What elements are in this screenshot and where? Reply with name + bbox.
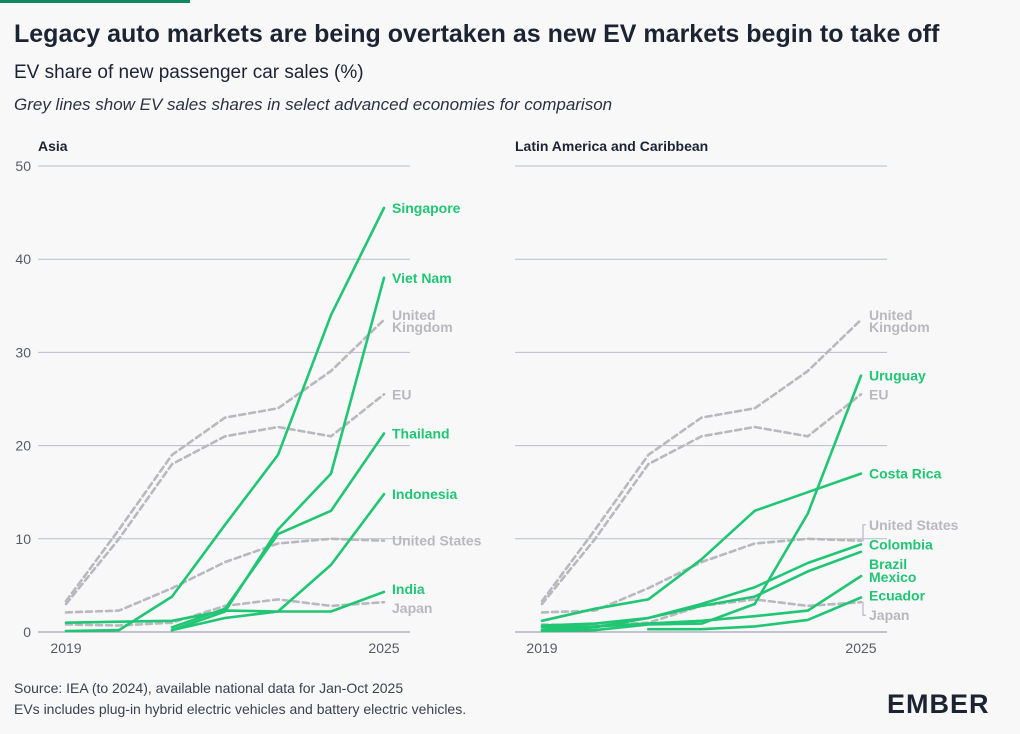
series-label: Indonesia bbox=[392, 486, 458, 502]
series-line-eu bbox=[64, 393, 386, 606]
series-label: India bbox=[392, 581, 425, 597]
series-line-indonesia bbox=[170, 492, 386, 632]
chart-subtitle: EV share of new passenger car sales (%) bbox=[14, 62, 364, 83]
label-bracket bbox=[860, 524, 866, 542]
series-line-eu bbox=[540, 393, 863, 606]
chart-title: Legacy auto markets are being overtaken … bbox=[14, 20, 940, 48]
panel-title: Asia bbox=[38, 138, 68, 154]
y-tick-label: 10 bbox=[15, 531, 31, 547]
series-label: Viet Nam bbox=[392, 270, 452, 286]
series-line-united-kingdom bbox=[64, 318, 386, 603]
panel-asia: Asia 0 10 20 30 40 50 2019 2025 Singapore Viet Nam… bbox=[15, 138, 481, 656]
series-label: EU bbox=[869, 386, 888, 402]
series-label: Brazil bbox=[869, 556, 907, 572]
series-line-united-kingdom bbox=[540, 318, 863, 603]
definition-note: EVs includes plug-in hybrid electric veh… bbox=[14, 701, 467, 717]
series-line-ecuador bbox=[647, 596, 863, 631]
y-tick-label: 40 bbox=[15, 251, 31, 267]
series-label: Uruguay bbox=[869, 368, 926, 384]
y-tick-label: 50 bbox=[15, 158, 31, 174]
series-line-india bbox=[64, 590, 386, 624]
series-line-costa-rica bbox=[540, 472, 863, 623]
series-label: Costa Rica bbox=[869, 466, 942, 482]
y-tick-label: 20 bbox=[15, 438, 31, 454]
series-label: United States bbox=[392, 533, 482, 549]
series-label: EU bbox=[392, 386, 411, 402]
x-tick-label: 2025 bbox=[368, 640, 399, 656]
series-label: United States bbox=[869, 517, 959, 533]
series-label: United bbox=[392, 307, 436, 323]
x-tick-label: 2019 bbox=[50, 640, 81, 656]
series-line-uruguay bbox=[540, 374, 863, 633]
ember-logo-text: EMBER bbox=[887, 689, 990, 718]
x-tick-label: 2019 bbox=[526, 640, 557, 656]
y-tick-label: 30 bbox=[15, 344, 31, 360]
series-label: Japan bbox=[869, 607, 909, 623]
panel-latin-america-and-caribbean: Latin America and Caribbean 2019 2025 Unite… bbox=[515, 138, 959, 656]
x-tick-label: 2025 bbox=[845, 640, 876, 656]
chart-note: Grey lines show EV sales shares in selec… bbox=[14, 95, 613, 114]
series-label: Colombia bbox=[869, 536, 933, 552]
series-line-colombia bbox=[540, 543, 863, 627]
accent-bar bbox=[0, 0, 190, 3]
series-label: Singapore bbox=[392, 200, 461, 216]
series-label: Kingdom bbox=[392, 319, 453, 335]
series-line-singapore bbox=[64, 206, 386, 633]
y-tick-label: 0 bbox=[23, 624, 31, 640]
label-bracket bbox=[860, 601, 866, 616]
series-label: United bbox=[869, 307, 913, 323]
series-label: Mexico bbox=[869, 569, 916, 585]
series-label: Ecuador bbox=[869, 588, 926, 604]
source-note: Source: IEA (to 2024), available nationa… bbox=[14, 680, 404, 696]
series-line-viet-nam bbox=[170, 276, 386, 632]
series-line-mexico bbox=[540, 574, 863, 629]
ember-logo: EMBER bbox=[887, 689, 990, 718]
series-label: Kingdom bbox=[869, 319, 930, 335]
series-label: Thailand bbox=[392, 425, 450, 441]
series-line-united-states bbox=[540, 537, 863, 614]
series-line-united-states bbox=[64, 537, 386, 614]
series-label: Japan bbox=[392, 600, 432, 616]
panel-title: Latin America and Caribbean bbox=[515, 138, 708, 154]
chart-area: Asia 0 10 20 30 40 50 2019 2025 Singapore Viet Nam… bbox=[15, 138, 959, 656]
series-line-japan bbox=[64, 598, 386, 627]
